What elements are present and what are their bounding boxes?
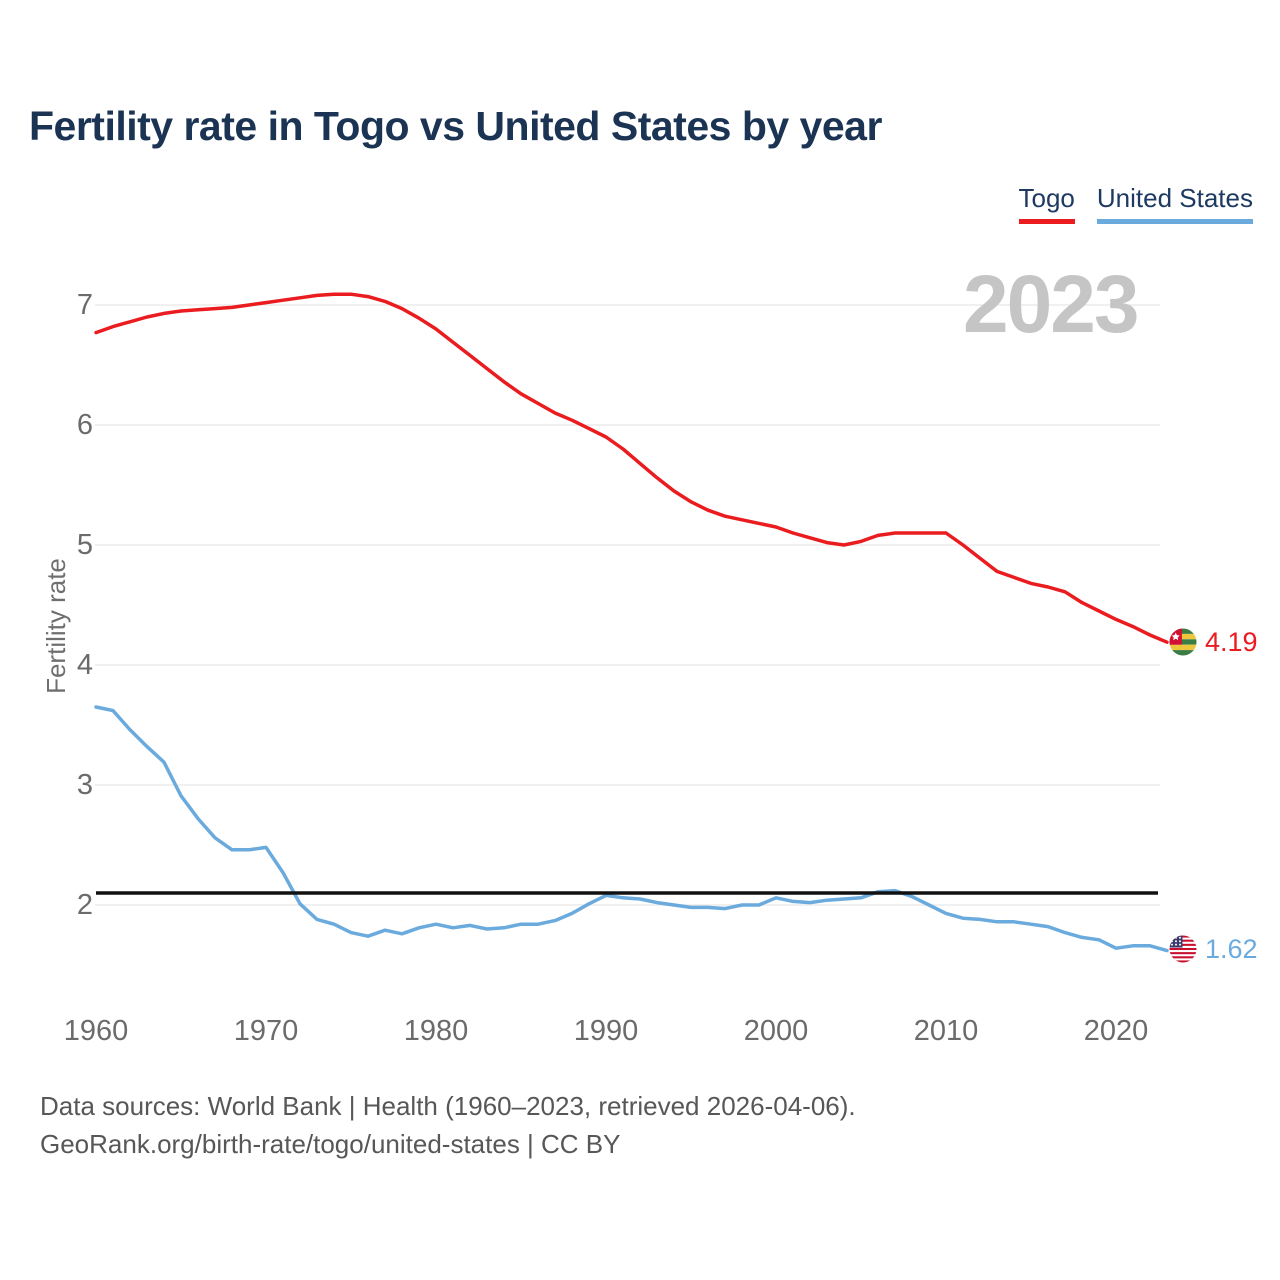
y-tick-label: 4 <box>76 649 93 681</box>
legend-item-togo[interactable]: Togo <box>1018 183 1075 224</box>
footer-attribution: Data sources: World Bank | Health (1960–… <box>40 1087 856 1163</box>
x-tick-label: 2020 <box>1083 1015 1149 1047</box>
legend-label-togo: Togo <box>1018 183 1075 213</box>
togo-flag-icon <box>1169 628 1197 656</box>
x-tick-label: 2010 <box>913 1015 979 1047</box>
togo-line <box>94 292 1169 644</box>
y-tick-label: 7 <box>76 289 93 321</box>
y-tick-label: 6 <box>76 409 93 441</box>
legend-swatch-togo <box>1018 219 1075 224</box>
y-tick-label: 2 <box>76 889 93 921</box>
data-source-line: Data sources: World Bank | Health (1960–… <box>40 1091 856 1121</box>
legend-item-united-states[interactable]: United States <box>1096 183 1253 224</box>
page-title: Fertility rate in Togo vs United States … <box>29 103 882 149</box>
legend-label-united-states: United States <box>1096 183 1253 213</box>
legend-swatch-united-states <box>1096 219 1253 224</box>
togo-value-label: 4.19 <box>1205 627 1258 657</box>
us-flag-icon <box>1169 935 1197 963</box>
x-tick-label: 1980 <box>403 1015 469 1047</box>
x-tick-label: 2000 <box>743 1015 809 1047</box>
us-value-label: 1.62 <box>1205 934 1258 964</box>
y-tick-label: 3 <box>76 769 93 801</box>
chart-legend: Togo United States <box>1018 183 1253 224</box>
x-tick-label: 1990 <box>573 1015 639 1047</box>
united-states-line <box>94 705 1169 953</box>
x-tick-label: 1960 <box>63 1015 129 1047</box>
source-url-line: GeoRank.org/birth-rate/togo/united-state… <box>40 1129 621 1159</box>
x-tick-label: 1970 <box>233 1015 299 1047</box>
year-watermark: 2023 <box>963 259 1139 350</box>
y-tick-label: 5 <box>76 529 93 561</box>
